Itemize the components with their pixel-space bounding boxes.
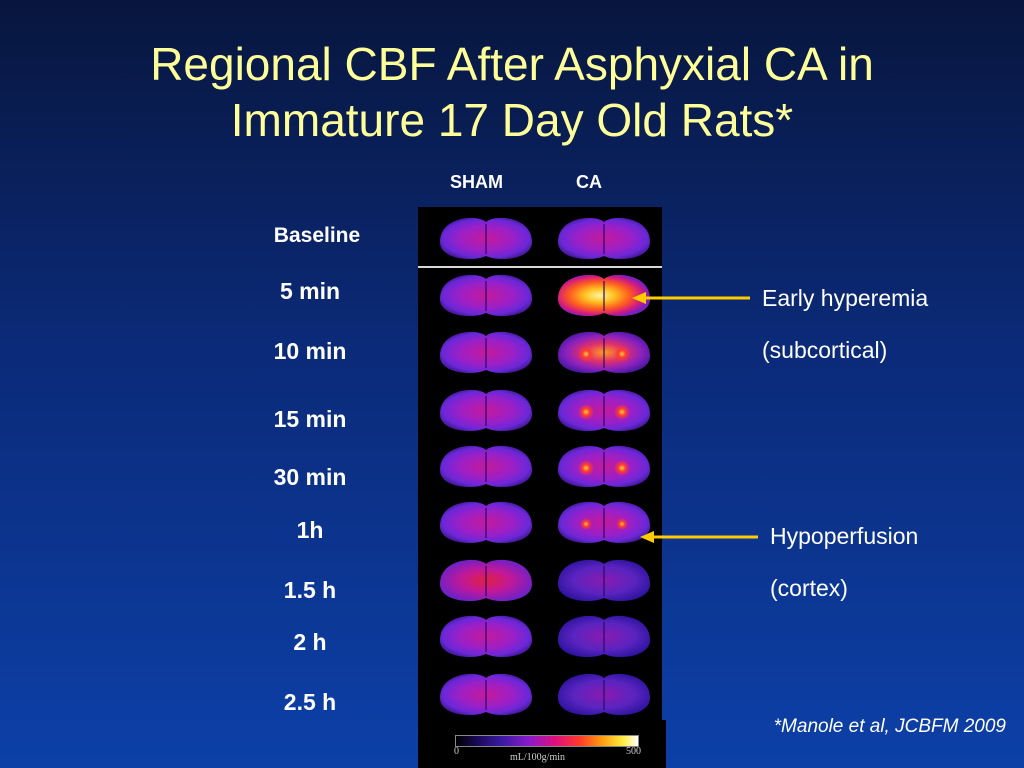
ca-hotspot-4-0 (578, 460, 594, 476)
hyperemia-sublabel: (subcortical) (762, 337, 888, 363)
ca-scan-2 (558, 331, 650, 374)
row-label-1-5h: 1.5 h (283, 577, 337, 603)
row-label-baseline: Baseline (273, 224, 361, 247)
ca-hotspot-3-1 (614, 404, 630, 420)
row-label-5min: 5 min (279, 278, 341, 304)
ca-scan-0 (558, 217, 650, 260)
sham-scan-7 (440, 615, 532, 658)
sham-scan-1 (440, 274, 532, 317)
ca-hotspot-3-0 (578, 404, 594, 420)
cbf-colorbar (455, 735, 639, 747)
ca-scan-3 (558, 389, 650, 432)
row-label-15min: 15 min (273, 406, 347, 432)
ca-scan-4 (558, 445, 650, 488)
hypoperfusion-sublabel: (cortex) (770, 575, 848, 601)
baseline-divider (418, 266, 662, 268)
ca-scan-1 (558, 274, 650, 317)
colorbar-unit: mL/100g/min (510, 752, 565, 763)
ca-scan-6 (558, 559, 650, 602)
colorbar-min: 0 (454, 746, 459, 757)
hyperemia-arrowhead (632, 292, 646, 304)
citation: *Manole et al, JCBFM 2009 (773, 716, 1006, 737)
ca-hotspot-2-1 (614, 346, 630, 362)
sham-scan-3 (440, 389, 532, 432)
ca-scan-5 (558, 501, 650, 544)
ca-hotspot-5-0 (580, 518, 592, 530)
column-header-ca: CA (576, 172, 602, 192)
title-line-2: Immature 17 Day Old Rats* (230, 94, 794, 146)
sham-scan-6 (440, 559, 532, 602)
row-label-2-5h: 2.5 h (283, 689, 337, 715)
sham-scan-8 (440, 673, 532, 716)
ca-scan-7 (558, 615, 650, 658)
sham-scan-0 (440, 217, 532, 260)
sham-scan-2 (440, 331, 532, 374)
sham-scan-4 (440, 445, 532, 488)
hypoperfusion-arrowhead (640, 531, 654, 543)
row-label-10min: 10 min (273, 338, 347, 364)
title-line-1: Regional CBF After Asphyxial CA in (150, 38, 874, 90)
hypoperfusion-label: Hypoperfusion (770, 523, 919, 549)
ca-hotspot-5-1 (616, 518, 628, 530)
column-header-sham: SHAM (450, 172, 503, 192)
sham-scan-5 (440, 501, 532, 544)
row-label-2h: 2 h (293, 629, 327, 655)
ca-scan-8 (558, 673, 650, 716)
row-label-30min: 30 min (273, 464, 347, 490)
colorbar-max: 500 (626, 746, 641, 757)
hyperemia-label: Early hyperemia (762, 285, 929, 311)
ca-hotspot-2-0 (578, 346, 594, 362)
ca-hotspot-4-1 (614, 460, 630, 476)
slide-title: Regional CBF After Asphyxial CA in Immat… (0, 36, 1024, 148)
row-label-1h: 1h (296, 517, 324, 543)
